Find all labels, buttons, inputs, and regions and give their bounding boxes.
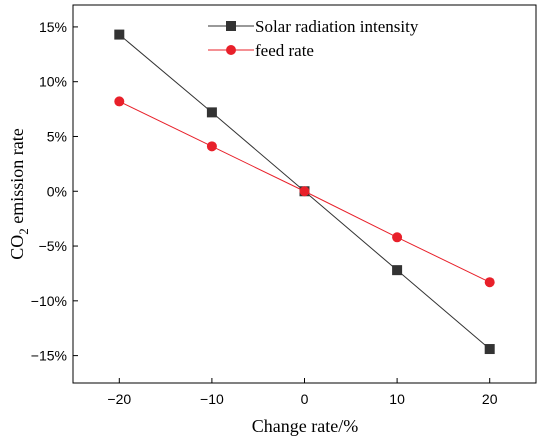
- x-tick-label: 20: [482, 391, 498, 407]
- x-axis-title: Change rate/%: [252, 416, 358, 436]
- legend-label-solar: Solar radiation intensity: [255, 17, 419, 36]
- data-point: [114, 96, 125, 107]
- x-tick-label: 0: [301, 391, 309, 407]
- y-axis-title-prefix: CO: [7, 235, 27, 260]
- data-point: [392, 265, 403, 276]
- y-axis: 15% 10% 5% 0% −5% −10% −15%: [31, 19, 78, 364]
- y-tick-label: 15%: [39, 19, 67, 35]
- y-tick-label: −10%: [31, 293, 67, 309]
- y-tick-label: 10%: [39, 74, 67, 90]
- y-axis-title-subscript: 2: [16, 228, 31, 235]
- legend: Solar radiation intensity feed rate: [208, 17, 419, 60]
- data-point: [114, 29, 125, 40]
- data-point: [206, 141, 217, 152]
- data-point: [484, 344, 495, 355]
- y-tick-label: 0%: [47, 183, 67, 199]
- x-axis: −20 −10 0 10 20: [107, 378, 498, 407]
- y-tick-label: −15%: [31, 348, 67, 364]
- x-tick-label: −10: [200, 391, 224, 407]
- y-axis-title: CO2 emission rate: [7, 128, 31, 260]
- legend-label-feed: feed rate: [255, 41, 314, 60]
- data-point: [484, 277, 495, 288]
- y-tick-label: −5%: [39, 238, 67, 254]
- data-point: [299, 186, 310, 197]
- legend-marker-feed: [226, 45, 236, 55]
- y-axis-title-suffix: emission rate: [7, 128, 27, 228]
- x-tick-label: 10: [389, 391, 405, 407]
- y-tick-label: 5%: [47, 128, 67, 144]
- legend-marker-solar: [226, 21, 236, 31]
- data-point: [392, 232, 403, 243]
- data-point: [206, 107, 217, 118]
- series-layer: [114, 29, 495, 355]
- x-tick-label: −20: [107, 391, 131, 407]
